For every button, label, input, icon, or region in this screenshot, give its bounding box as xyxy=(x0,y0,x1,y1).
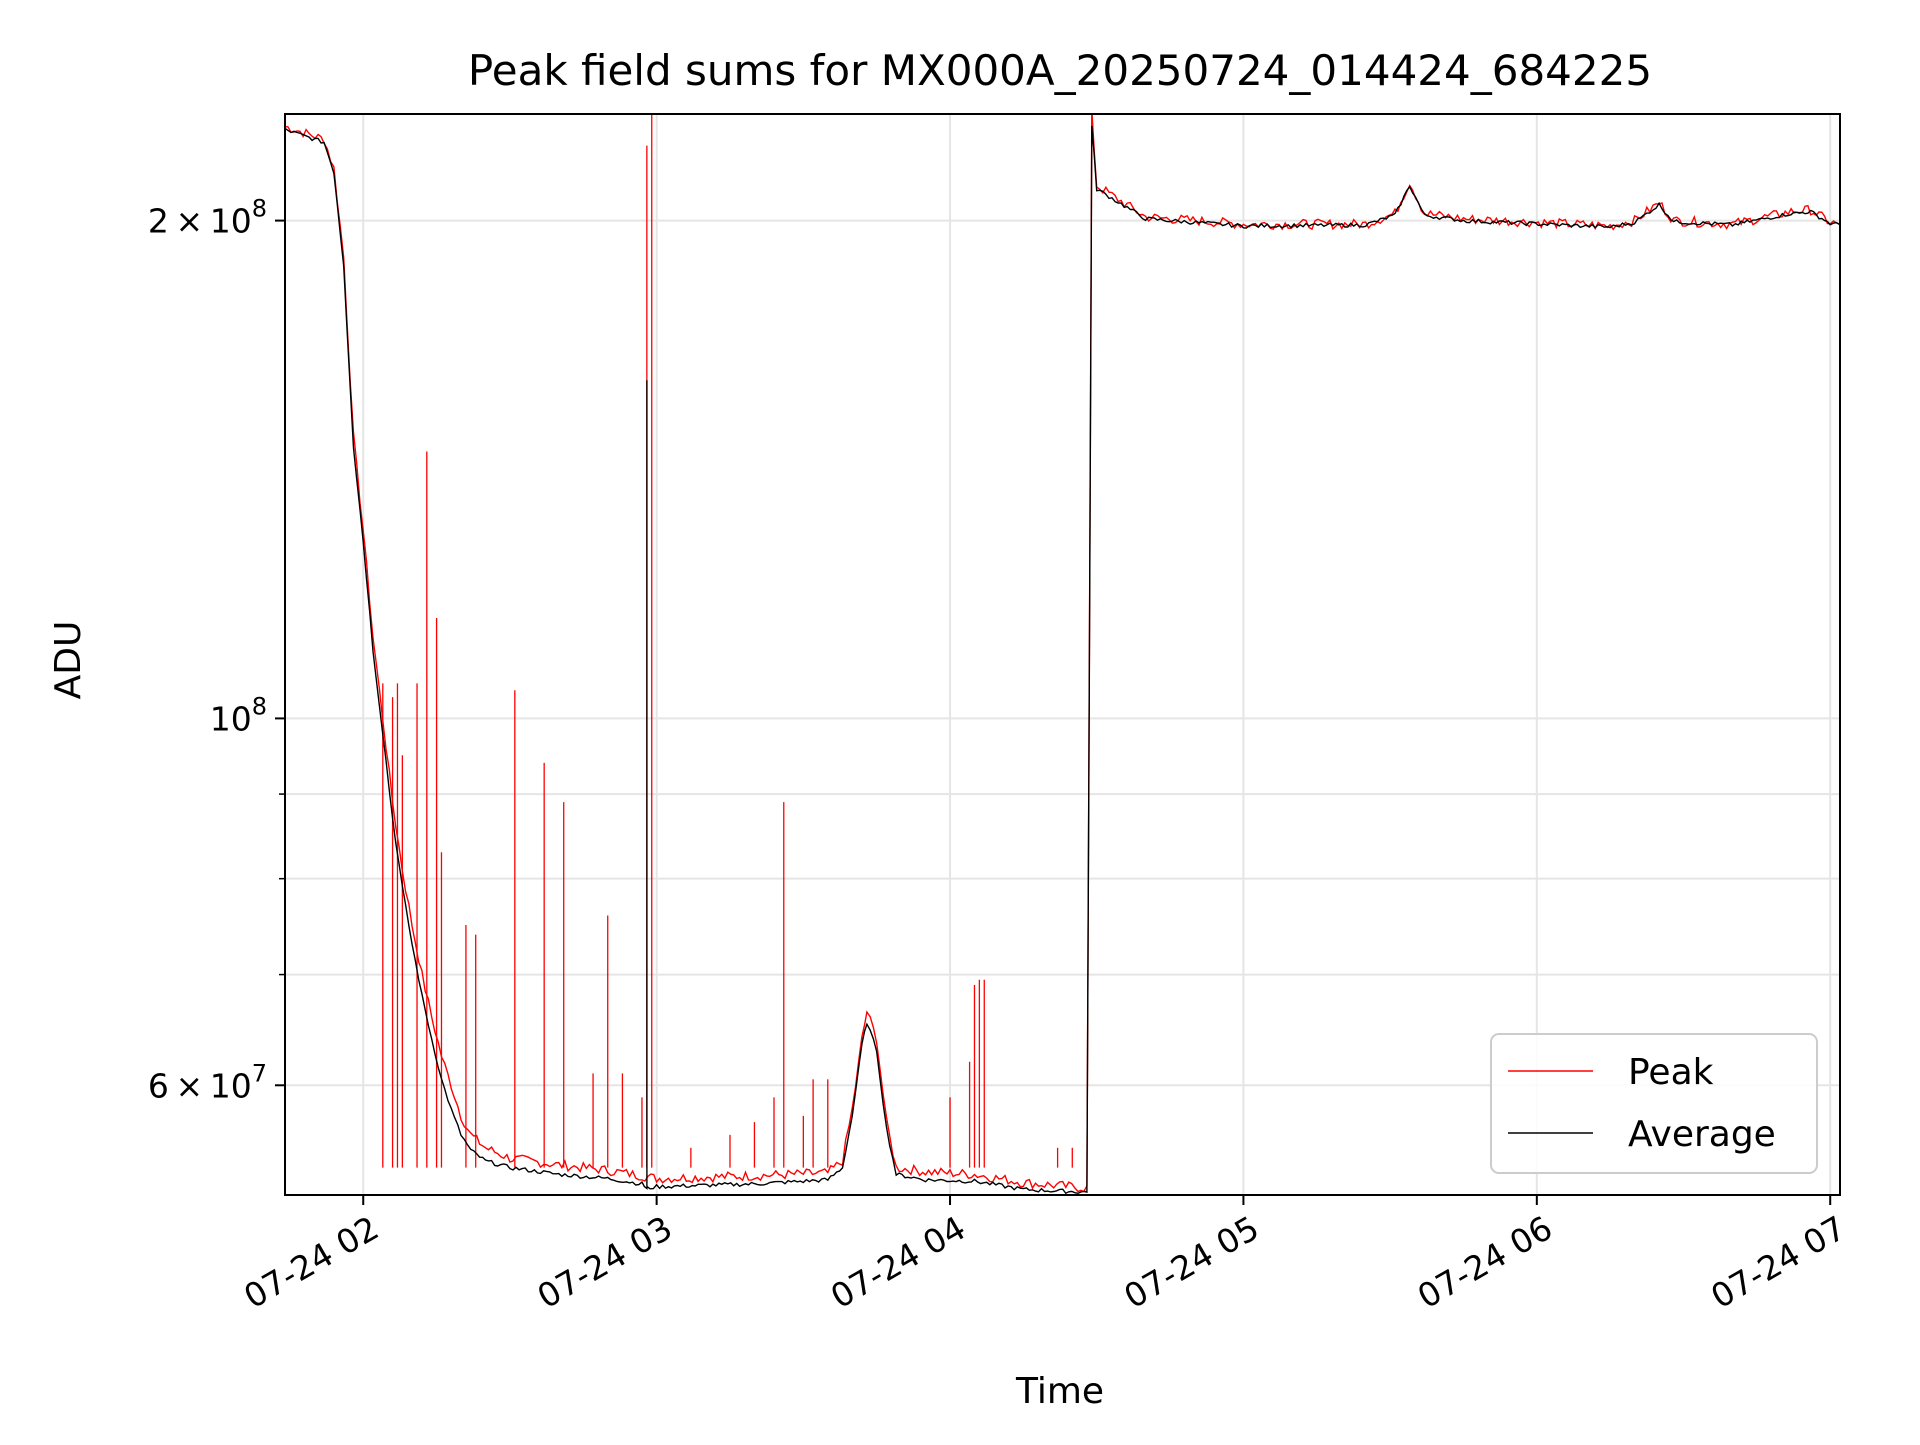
legend-average-label: Average xyxy=(1628,1114,1776,1155)
series-layer xyxy=(285,114,1840,1195)
legend-peak-label: Peak xyxy=(1628,1052,1714,1093)
average-line xyxy=(285,125,1840,1195)
legend-box xyxy=(1490,1033,1818,1174)
chart-title: Peak field sums for MX000A_20250724_0144… xyxy=(468,46,1652,95)
x-axis-label: Time xyxy=(1015,1371,1104,1412)
plot-frame xyxy=(284,113,1841,1196)
y-tick-label: 6 × 107 xyxy=(148,1059,267,1105)
y-axis-label: ADU xyxy=(48,621,89,700)
y-tick-label: 2 × 108 xyxy=(148,195,267,241)
average-series xyxy=(285,125,1840,1195)
y-tick-label: 108 xyxy=(210,692,267,738)
legend: Peak Average xyxy=(1490,1033,1818,1174)
